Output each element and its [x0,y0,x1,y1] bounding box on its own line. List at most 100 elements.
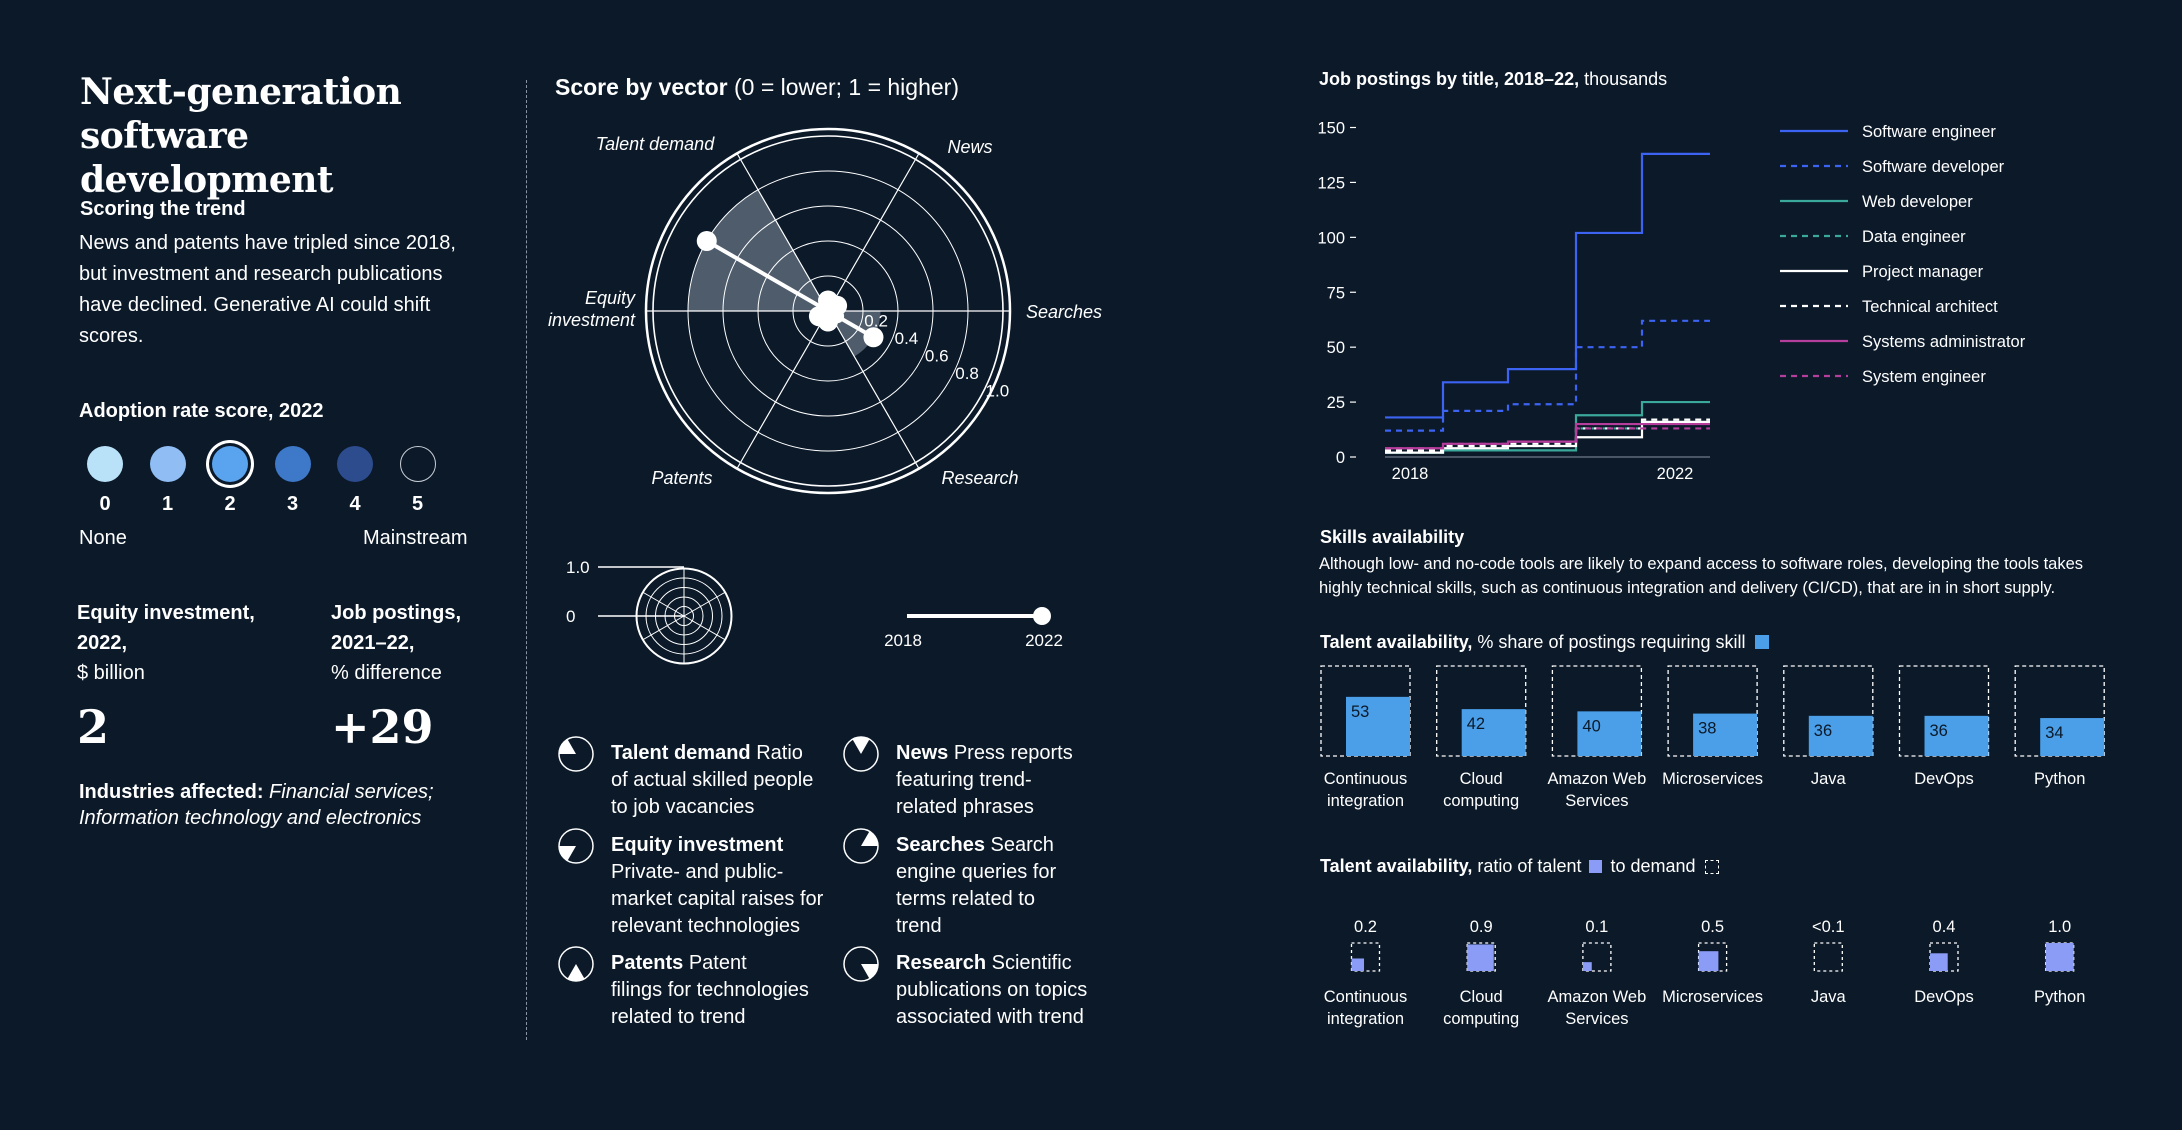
share-value-label: 34 [2045,724,2063,742]
x-tick-label: 2018 [1392,465,1429,483]
legend-item-desc-1: Search [990,834,1054,856]
series-line-software-engineer [1385,152,1710,419]
share-category-label: Java [1773,768,1883,790]
ratio-chart: 0.2 0.9 0.1 0.5 <0.1 0.4 1.0 [1350,918,2075,972]
legend-item-2: Equity investment Private- and public-mar… [611,832,841,940]
legend-item-desc-1: Ratio [756,742,803,764]
legend-item-first-line: Patents Patent [611,950,841,977]
share-bar-3 [1693,713,1758,756]
share-category-label: Python [2005,768,2115,790]
legend-item-5: Research Scientific publications on topic… [896,950,1126,1031]
adoption-score-label: 1 [161,493,174,515]
legend-label: Web developer [1862,193,1973,211]
industries-value: Financial services; Information technolo… [79,781,434,829]
radar-title: Score by vector (0 = lower; 1 = higher) [555,74,959,101]
legend-item-desc-line: of actual skilled people [611,769,814,791]
radar-vector-label: Talent demand [596,134,715,154]
jobs-label-1: Job postings, [331,602,461,624]
adoption-dot-2 [212,446,248,482]
radar-marker-2022-2 [827,295,848,316]
category-line: Services [1565,792,1629,810]
share-bar-4 [1808,715,1873,756]
jobs-chart-title-bold: Job postings by title, 2018–22, [1319,69,1580,89]
category-line: computing [1443,792,1520,810]
adoption-dot-3 [274,446,311,482]
radar-ring-label: 0.4 [895,329,919,348]
demand-box-outline [1350,942,1381,972]
mini-radar-spoke [642,615,685,641]
skills-text: Although low- and no-code tools are like… [1319,555,2084,597]
share-chart-subtitle: % share of postings requiring skill [1477,632,1746,652]
mini-scale-top-label: 1.0 [566,558,590,577]
legend-label: Technical architect [1862,298,1998,316]
y-tick-label: 25 [1327,394,1345,412]
radar-sector-0 [688,189,828,311]
category-line: Java [1810,770,1846,788]
industries: Industries affected: Financial services;… [79,779,479,831]
legend-item-first-line: News Press reports [896,740,1126,767]
share-category-label: Cloud computing [1426,768,1536,812]
radar-value-line-0 [705,239,825,311]
scoring-text: News and patents have tripled since 2018… [79,232,456,347]
legend-label: System engineer [1862,368,1986,386]
category-line: integration [1326,1010,1405,1028]
talent-square-6 [2045,943,2074,971]
demand-box-outline [1813,942,1843,972]
share-box-outline [1783,665,1874,757]
ratio-category-label: Python [2005,986,2115,1008]
share-category-label: DevOps [1889,768,1999,790]
adoption-score-label: 2 [224,493,236,515]
adoption-score-label: 0 [99,493,111,515]
adoption-low-label: None [79,527,127,549]
equity-stat: Equity investment, 2022, $ billion [77,598,255,688]
ratio-value-label: 0.1 [1585,918,1608,936]
jobs-label-3: % difference [331,662,442,684]
legend-icon-wedge [861,964,878,979]
radar-marker-2022-3 [863,327,884,348]
legend-item-desc-line: trend [896,915,942,937]
equity-label-1: Equity investment, [77,602,255,624]
share-bar-0 [1346,696,1410,756]
share-box-outline [1551,665,1643,757]
ratio-value-label: 0.2 [1354,918,1377,936]
radar-vector-label: Research [941,468,1018,488]
y-tick-label: 75 [1327,284,1345,302]
legend-icon-wedge [559,739,576,754]
radar-spoke [736,153,829,312]
x-tick-label: 2022 [1657,465,1694,483]
jobs-value: +29 [331,700,434,754]
ratio-value-label: 0.4 [1933,918,1956,936]
legend-icon-wedge [861,831,878,846]
industries-label: Industries affected: [79,781,264,803]
slider-end-label: 2022 [1025,631,1063,650]
page-title: Next-generation software development [80,71,402,201]
talent-square-3 [1698,951,1719,971]
legend-item-4: Patents Patent filings for technologies re… [611,950,841,1031]
skills-heading: Skills availability [1320,527,1465,547]
share-value-label: 40 [1582,717,1600,735]
equity-investment-icon [558,828,594,864]
legend-item-name: Searches [896,834,985,856]
legend-item-3: Searches Search engine queries for terms r… [896,832,1126,940]
share-category-label: Amazon Web Services [1542,768,1652,812]
talent-square-1 [1467,944,1494,971]
legend-item-name: Patents [611,952,684,974]
ratio-category-label: DevOps [1889,986,1999,1008]
legend-item-first-line: Equity investment [611,832,841,859]
radar-ring-label: 0.8 [955,364,979,383]
legend-item-desc-line: engine queries for [896,861,1057,883]
series-line-system-engineer [1385,427,1710,450]
time-slider-handle[interactable] [1033,607,1051,625]
share-value-label: 36 [1814,722,1832,740]
adoption-heading: Adoption rate score, 2022 [79,400,324,422]
legend-item-1: News Press reports featuring trend-relate… [896,740,1126,821]
column-divider [526,80,527,1040]
radar-spoke [827,153,920,312]
share-chart-title: Talent availability, % share of postings… [1320,632,1769,653]
mini-radar-spoke [683,615,726,641]
legend-item-desc-line: terms related to [896,888,1035,910]
mini-radar-spoke [683,591,726,617]
talent-swatch-icon [1589,860,1603,873]
ratio-value-label: 0.9 [1470,918,1493,936]
scoring-heading: Scoring the trend [80,198,246,220]
